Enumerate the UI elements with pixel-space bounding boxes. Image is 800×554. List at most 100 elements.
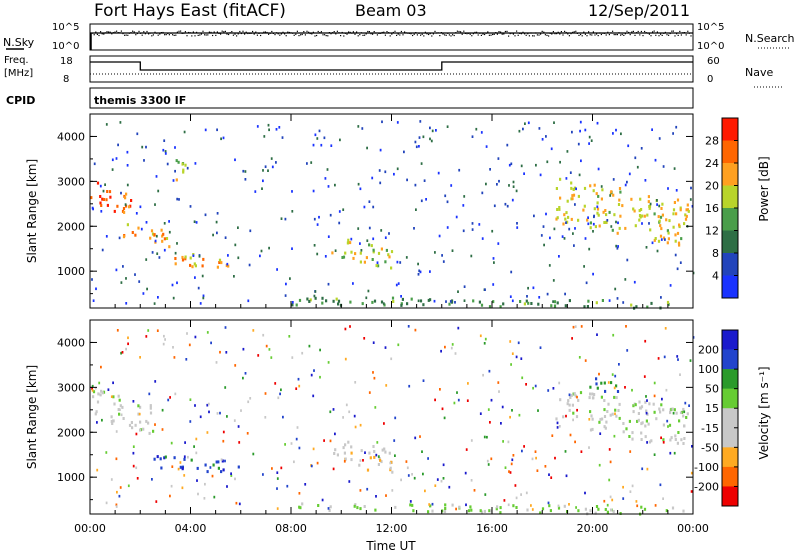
colorbar-segment xyxy=(722,185,738,209)
echo-cell xyxy=(379,458,382,462)
noise-dot xyxy=(178,30,180,32)
echo-speck xyxy=(329,213,332,217)
echo-speck xyxy=(649,202,652,206)
echo-speck xyxy=(280,217,283,220)
echo-speck xyxy=(262,473,264,476)
echo-speck xyxy=(379,148,382,152)
echo-speck xyxy=(126,183,129,187)
echo-speck xyxy=(506,143,509,147)
noise-dot xyxy=(122,33,124,35)
echo-speck xyxy=(278,126,281,129)
freq-panel: Freq. [MHz] 18 8 60 0 Nave xyxy=(4,55,782,88)
echo-cell xyxy=(637,418,640,422)
noise-dot xyxy=(640,30,642,33)
echo-speck xyxy=(274,382,277,385)
echo-speck xyxy=(565,414,567,418)
echo-cell xyxy=(603,415,607,418)
echo-speck xyxy=(212,233,214,237)
echo-speck xyxy=(651,241,654,245)
y-tick-label: 1000 xyxy=(57,265,85,278)
echo-speck xyxy=(552,387,555,390)
echo-cell xyxy=(618,226,621,230)
echo-speck xyxy=(127,342,129,346)
echo-cell xyxy=(559,398,562,402)
noise-dot xyxy=(519,32,521,34)
echo-speck xyxy=(194,404,196,407)
echo-cell xyxy=(321,296,324,300)
echo-cell xyxy=(592,396,595,400)
echo-speck xyxy=(308,344,311,348)
colorbar-tick-label: 15 xyxy=(705,402,719,415)
echo-cell xyxy=(673,201,676,204)
echo-cell xyxy=(370,244,373,248)
noise-dot xyxy=(639,34,641,36)
echo-speck xyxy=(611,373,614,376)
noise-dot xyxy=(440,32,442,34)
colorbar-segment xyxy=(722,208,738,231)
echo-cell xyxy=(160,466,163,470)
echo-cell xyxy=(655,417,658,421)
freq-left-tick-top: 18 xyxy=(60,56,73,67)
echo-speck xyxy=(433,299,436,303)
echo-speck xyxy=(438,234,441,238)
echo-cell xyxy=(378,457,381,460)
echo-speck xyxy=(156,252,159,255)
noise-dot xyxy=(380,32,382,34)
echo-speck xyxy=(312,447,315,451)
noise-dot xyxy=(389,35,391,37)
echo-speck xyxy=(618,363,620,366)
echo-speck xyxy=(271,467,273,470)
noise-dot xyxy=(308,31,310,33)
echo-speck xyxy=(537,409,539,412)
echo-cell xyxy=(353,504,356,508)
noise-dot xyxy=(359,34,361,36)
noise-dot xyxy=(287,31,289,33)
echo-speck xyxy=(563,237,566,240)
echo-speck xyxy=(584,491,586,495)
echo-speck xyxy=(588,446,590,449)
echo-speck xyxy=(161,428,164,431)
noise-dot xyxy=(128,32,130,34)
echo-cell xyxy=(644,400,647,404)
echo-cell xyxy=(672,225,675,229)
echo-speck xyxy=(542,225,545,228)
echo-speck xyxy=(280,466,283,470)
echo-speck xyxy=(234,243,237,247)
noise-dot xyxy=(370,33,372,35)
echo-speck xyxy=(592,272,594,276)
echo-speck xyxy=(171,283,174,287)
echo-speck xyxy=(176,281,178,285)
noise-dot xyxy=(183,32,185,34)
echo-cell xyxy=(631,431,634,435)
echo-speck xyxy=(614,374,617,378)
echo-speck xyxy=(202,294,205,298)
echo-cell xyxy=(490,509,493,513)
colorbar-segment xyxy=(722,427,738,448)
echo-cell xyxy=(365,256,368,260)
echo-speck xyxy=(548,264,551,267)
echo-speck xyxy=(141,145,144,149)
echo-speck xyxy=(524,122,526,125)
echo-cell xyxy=(635,305,638,309)
echo-cell xyxy=(391,470,394,474)
echo-speck xyxy=(359,423,362,427)
echo-speck xyxy=(646,399,648,402)
echo-cell xyxy=(118,412,121,416)
echo-cell xyxy=(217,466,220,470)
echo-speck xyxy=(408,384,411,388)
noise-dot xyxy=(392,31,394,34)
echo-speck xyxy=(588,142,590,145)
echo-cell xyxy=(640,208,643,211)
noise-dot xyxy=(592,31,594,33)
echo-speck xyxy=(498,179,500,183)
echo-speck xyxy=(288,335,291,338)
echo-cell xyxy=(568,408,571,412)
echo-cell xyxy=(687,209,690,213)
echo-cell xyxy=(94,412,97,416)
echo-speck xyxy=(436,478,439,481)
echo-cell xyxy=(354,503,357,507)
echo-speck xyxy=(115,157,118,160)
noise-dot xyxy=(655,34,657,36)
echo-speck xyxy=(564,292,566,296)
noise-dot xyxy=(444,34,446,36)
